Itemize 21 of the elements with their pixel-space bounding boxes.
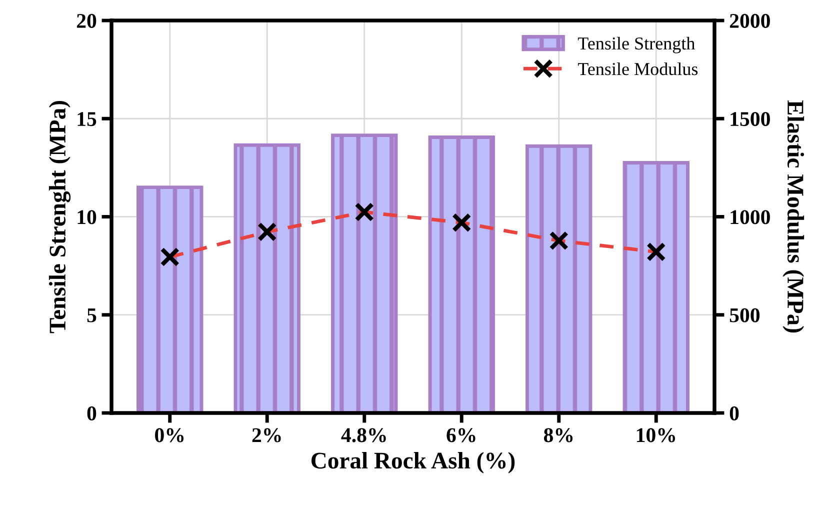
y2-axis-title: Elastic Modulus (MPa) — [782, 100, 804, 332]
y2-tick-label: 0 — [730, 406, 739, 420]
x-axis-title: Coral Rock Ash (%) — [312, 452, 515, 474]
x-tick-label: 8% — [544, 428, 573, 442]
legend-label: Tensile Modulus — [578, 62, 698, 76]
y-tick-label: 10 — [78, 210, 96, 224]
legend-label: Tensile Strength — [578, 36, 695, 54]
y-tick-label: 15 — [78, 112, 96, 126]
y2-tick-label: 500 — [730, 308, 760, 322]
y2-tick-label: 2000 — [730, 14, 770, 28]
y2-tick-label: 1000 — [730, 210, 770, 224]
x-tick-label: 6% — [446, 428, 476, 442]
x-tick-label: 4.8% — [341, 428, 386, 442]
x-tick-label: 0% — [155, 428, 184, 442]
x-tick-label: 10% — [636, 428, 676, 442]
y-tick-label: 0 — [87, 406, 96, 420]
y-tick-label: 5 — [87, 308, 96, 322]
x-tick-label: 2% — [252, 428, 281, 442]
y2-tick-label: 1500 — [730, 112, 770, 126]
y-tick-label: 20 — [76, 14, 96, 28]
y-axis-title: Tensile Strenght (MPa) — [48, 101, 71, 334]
